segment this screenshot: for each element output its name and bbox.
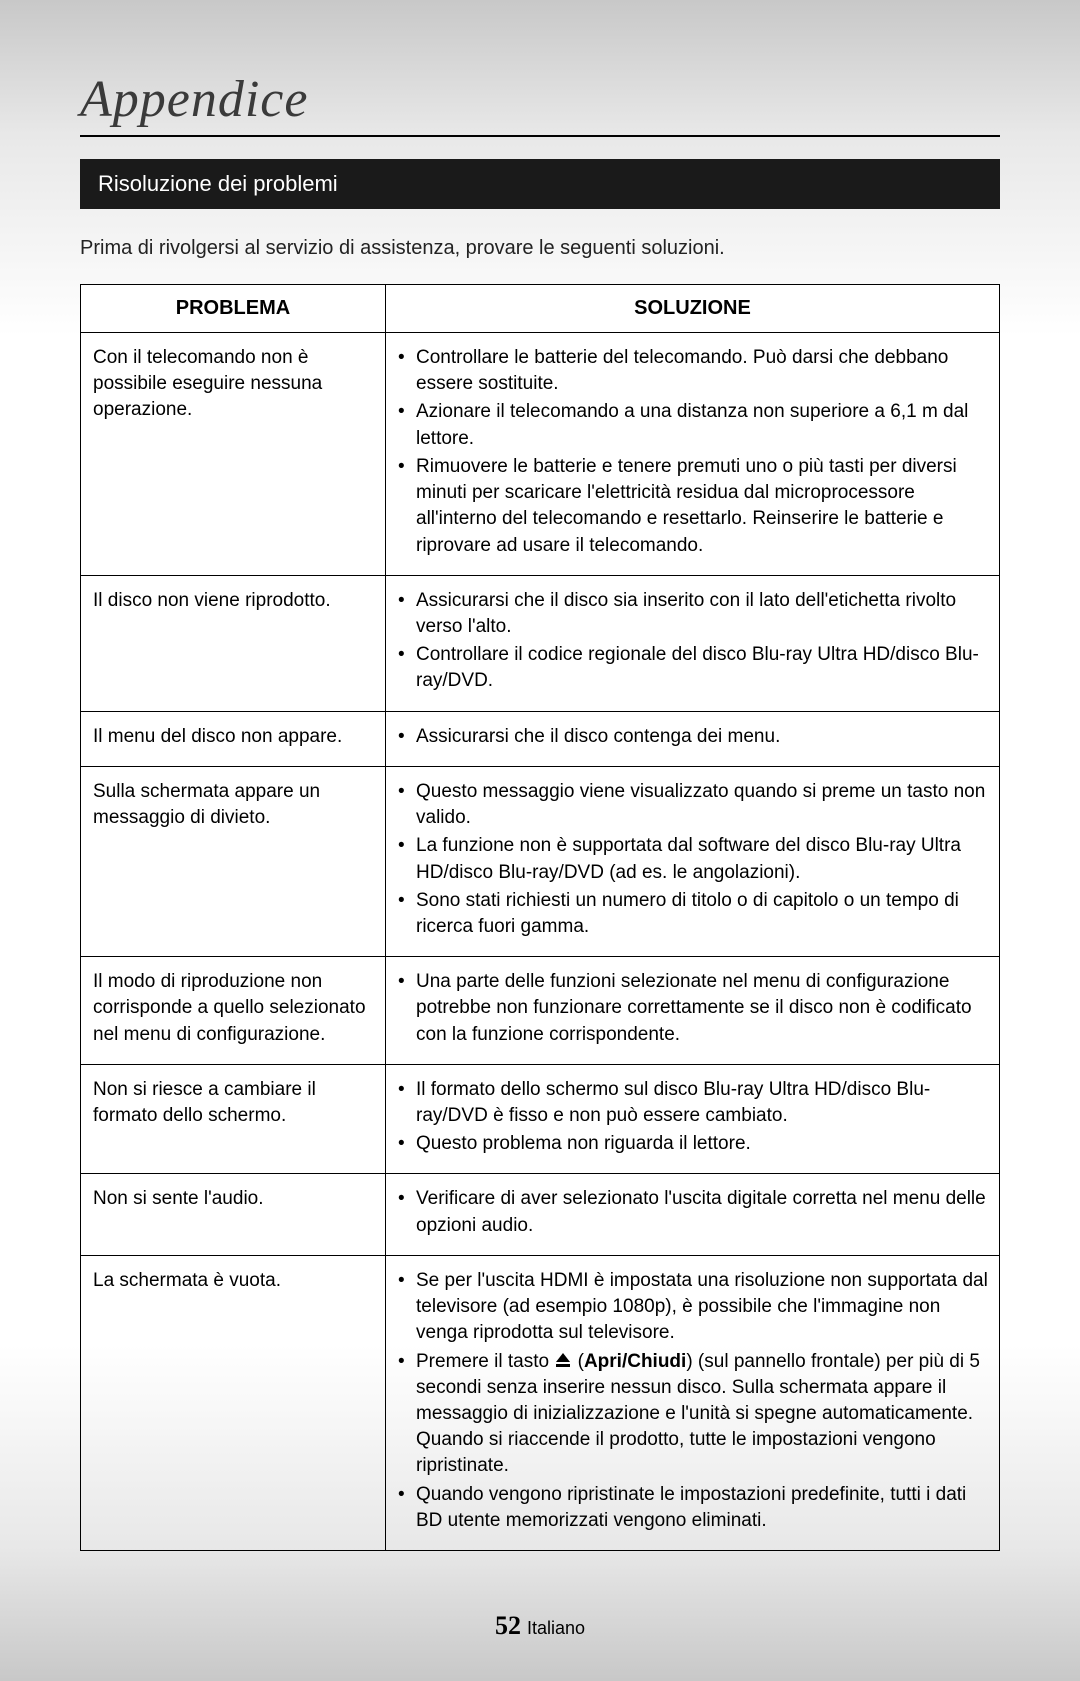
list-item: Il formato dello schermo sul disco Blu-r… [398,1077,989,1129]
list-item: Una parte delle funzioni selezionate nel… [398,969,989,1048]
list-item: Azionare il telecomando a una distanza n… [398,399,989,451]
solution-cell: Controllare le batterie del telecomando.… [386,333,1000,576]
solution-cell: Il formato dello schermo sul disco Blu-r… [386,1064,1000,1174]
solution-cell: Se per l'uscita HDMI è impostata una ris… [386,1255,1000,1550]
bold-text: Apri/Chiudi [584,1351,686,1372]
table-row: Non si sente l'audio. Verificare di aver… [81,1174,1000,1255]
intro-text: Prima di rivolgersi al servizio di assis… [80,237,1000,260]
section-heading: Risoluzione dei problemi [80,159,1000,209]
list-item: Verificare di aver selezionato l'uscita … [398,1186,989,1238]
solution-list: Il formato dello schermo sul disco Blu-r… [398,1077,989,1158]
solution-list: Se per l'uscita HDMI è impostata una ris… [398,1268,989,1534]
solution-list: Una parte delle funzioni selezionate nel… [398,969,989,1048]
list-item: Controllare il codice regionale del disc… [398,642,989,694]
col-header-problem: PROBLEMA [81,285,386,333]
problem-cell: Con il telecomando non è possibile esegu… [81,333,386,576]
list-item: Sono stati richiesti un numero di titolo… [398,888,989,940]
troubleshooting-table: PROBLEMA SOLUZIONE Con il telecomando no… [80,284,1000,1551]
list-item: Assicurarsi che il disco contenga dei me… [398,724,989,750]
solution-cell: Assicurarsi che il disco contenga dei me… [386,711,1000,766]
solution-cell: Verificare di aver selezionato l'uscita … [386,1174,1000,1255]
solution-cell: Una parte delle funzioni selezionate nel… [386,957,1000,1065]
table-row: Con il telecomando non è possibile esegu… [81,333,1000,576]
solution-cell: Questo messaggio viene visualizzato quan… [386,766,1000,956]
list-item: Quando vengono ripristinate le impostazi… [398,1482,989,1534]
table-row: Il modo di riproduzione non corrisponde … [81,957,1000,1065]
table-row: Sulla schermata appare un messaggio di d… [81,766,1000,956]
problem-cell: Sulla schermata appare un messaggio di d… [81,766,386,956]
solution-cell: Assicurarsi che il disco sia inserito co… [386,575,1000,711]
table-header-row: PROBLEMA SOLUZIONE [81,285,1000,333]
problem-cell: La schermata è vuota. [81,1255,386,1550]
page-footer: 52 Italiano [80,1611,1000,1641]
list-item: Controllare le batterie del telecomando.… [398,345,989,397]
list-item: Rimuovere le batterie e tenere premuti u… [398,454,989,559]
problem-cell: Il menu del disco non appare. [81,711,386,766]
table-row: Non si riesce a cambiare il formato dell… [81,1064,1000,1174]
document-page: Appendice Risoluzione dei problemi Prima… [0,0,1080,1681]
table-row: Il menu del disco non appare. Assicurars… [81,711,1000,766]
list-item: Questo problema non riguarda il lettore. [398,1131,989,1157]
table-row: Il disco non viene riprodotto. Assicurar… [81,575,1000,711]
page-title: Appendice [80,70,1000,137]
eject-icon [556,1353,570,1367]
solution-list: Assicurarsi che il disco sia inserito co… [398,588,989,695]
solution-list: Verificare di aver selezionato l'uscita … [398,1186,989,1238]
page-number: 52 [495,1611,521,1640]
text-segment: Premere il tasto [416,1351,554,1372]
list-item: La funzione non è supportata dal softwar… [398,833,989,885]
list-item: Assicurarsi che il disco sia inserito co… [398,588,989,640]
problem-cell: Non si sente l'audio. [81,1174,386,1255]
col-header-solution: SOLUZIONE [386,285,1000,333]
solution-list: Questo messaggio viene visualizzato quan… [398,779,989,940]
list-item: Premere il tasto (Apri/Chiudi) (sul pann… [398,1349,989,1480]
list-item: Questo messaggio viene visualizzato quan… [398,779,989,831]
problem-cell: Il modo di riproduzione non corrisponde … [81,957,386,1065]
solution-list: Controllare le batterie del telecomando.… [398,345,989,559]
problem-cell: Il disco non viene riprodotto. [81,575,386,711]
solution-list: Assicurarsi che il disco contenga dei me… [398,724,989,750]
problem-cell: Non si riesce a cambiare il formato dell… [81,1064,386,1174]
table-row: La schermata è vuota. Se per l'uscita HD… [81,1255,1000,1550]
page-language: Italiano [527,1618,585,1638]
list-item: Se per l'uscita HDMI è impostata una ris… [398,1268,989,1347]
